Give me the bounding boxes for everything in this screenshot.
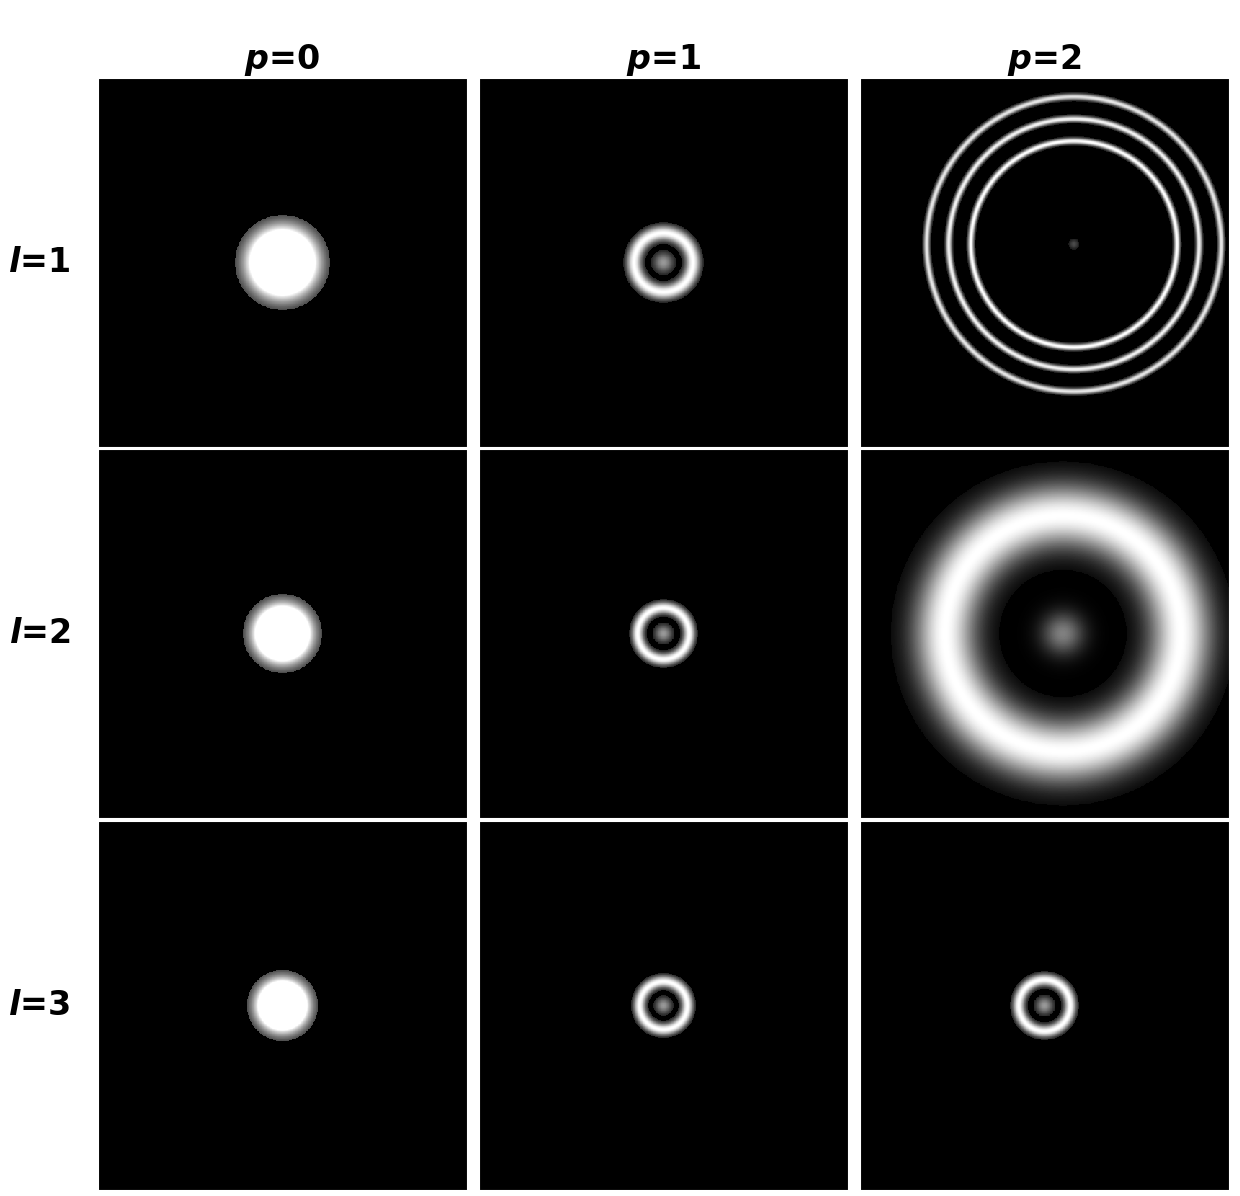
Title: $\boldsymbol{p}$=2: $\boldsymbol{p}$=2	[1007, 42, 1081, 78]
Y-axis label: $\boldsymbol{l}$=2: $\boldsymbol{l}$=2	[9, 617, 71, 651]
Title: $\boldsymbol{p}$=0: $\boldsymbol{p}$=0	[244, 42, 320, 78]
Title: $\boldsymbol{p}$=1: $\boldsymbol{p}$=1	[626, 42, 701, 78]
Y-axis label: $\boldsymbol{l}$=1: $\boldsymbol{l}$=1	[9, 245, 71, 279]
Y-axis label: $\boldsymbol{l}$=3: $\boldsymbol{l}$=3	[9, 989, 71, 1023]
